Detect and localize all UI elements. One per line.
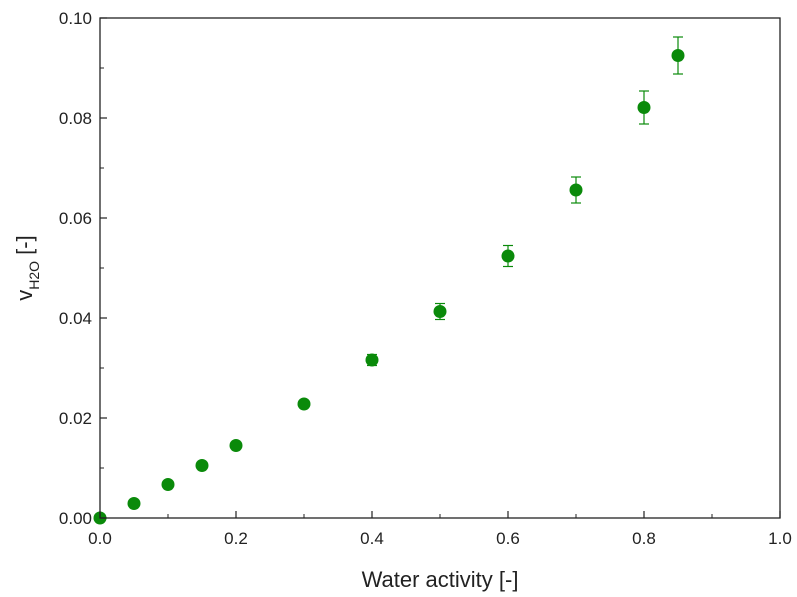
y-tick-label: 0.08 xyxy=(59,109,92,128)
data-point xyxy=(637,101,651,114)
x-axis-label: Water activity [-] xyxy=(362,567,519,592)
data-point xyxy=(433,305,447,318)
data-point xyxy=(297,397,311,411)
data-point xyxy=(365,353,379,367)
data-point xyxy=(161,478,175,491)
y-axis-ticks: 0.00 0.02 0.04 0.06 0.08 0.10 xyxy=(59,9,107,528)
plot-frame xyxy=(99,17,781,519)
y-tick-label: 0.06 xyxy=(59,209,92,228)
data-point xyxy=(569,183,583,197)
y-tick-label: 0.10 xyxy=(59,9,92,28)
data-marks xyxy=(93,36,685,525)
data-point xyxy=(195,459,209,472)
data-point xyxy=(229,439,243,452)
y-axis-label-main: v xyxy=(12,290,37,301)
x-tick-label: 0.4 xyxy=(360,529,384,548)
y-axis-label-suffix: [-] xyxy=(12,235,37,261)
x-tick-label: 1.0 xyxy=(768,529,792,548)
x-axis-ticks: 0.0 0.2 0.4 0.6 0.8 1.0 xyxy=(88,511,792,548)
x-tick-label: 0.0 xyxy=(88,529,112,548)
y-axis-label-subscript: H2O xyxy=(26,261,42,290)
x-tick-label: 0.8 xyxy=(632,529,656,548)
data-point xyxy=(671,49,685,62)
y-tick-label: 0.04 xyxy=(59,309,92,328)
data-point xyxy=(501,249,515,263)
x-tick-label: 0.2 xyxy=(224,529,248,548)
y-tick-label: 0.00 xyxy=(59,509,92,528)
x-tick-label: 0.6 xyxy=(496,529,520,548)
data-point xyxy=(127,497,141,510)
y-axis-label: vH2O [-] xyxy=(12,235,42,300)
y-tick-label: 0.02 xyxy=(59,409,92,428)
